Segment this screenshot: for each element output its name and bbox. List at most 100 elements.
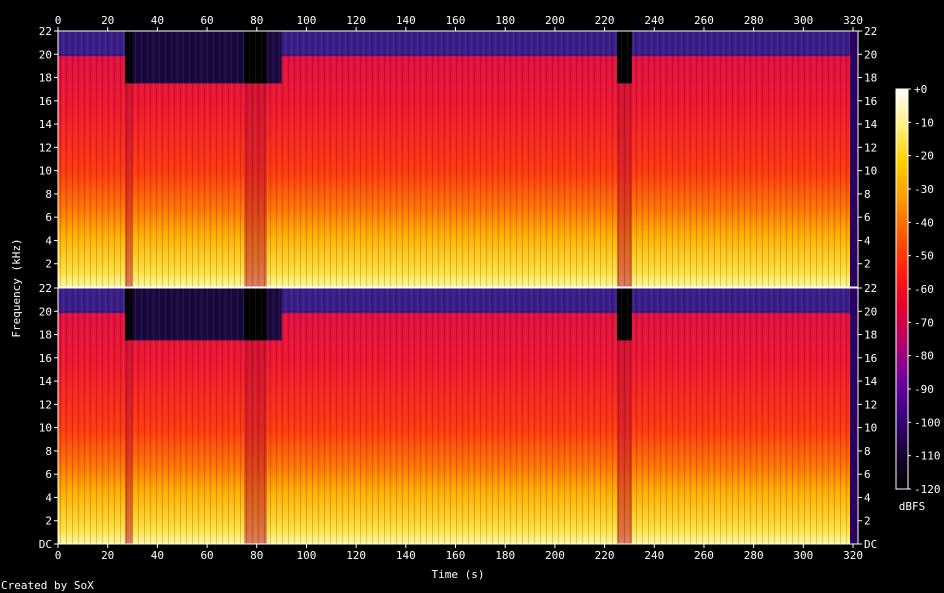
y-tick-label: 2 <box>45 258 52 271</box>
y-axis-label: Frequency (kHz) <box>10 238 23 337</box>
x-tick-label: 280 <box>744 549 764 562</box>
y-tick-label: 20 <box>39 305 52 318</box>
y-tick-label: 6 <box>45 468 52 481</box>
x-axis-bottom: 0 20 40 60 80 100 120 140 160 180 200 220 240 260 280 3… <box>55 544 863 562</box>
y-tick-label: 4 <box>45 491 52 504</box>
x-tick-label: 20 <box>101 14 114 27</box>
spectrogram-channel-2 <box>57 287 859 545</box>
x-tick-label: 180 <box>495 549 515 562</box>
colorbar-tick-label: -40 <box>914 216 934 229</box>
x-tick-label: 40 <box>151 549 164 562</box>
fade-out-edge <box>850 31 858 287</box>
y-tick-label: 18 <box>864 329 877 342</box>
x-tick-label: 200 <box>545 14 565 27</box>
y-tick-label: 10 <box>39 165 52 178</box>
y-tick-label: 20 <box>864 305 877 318</box>
colorbar-tick-label: -10 <box>914 116 934 129</box>
y-tick-label: 12 <box>864 141 877 154</box>
y-tick-label: 22 <box>864 282 877 295</box>
x-tick-label: 320 <box>843 14 863 27</box>
y-tick-label: 14 <box>39 375 53 388</box>
x-tick-label: 240 <box>644 14 664 27</box>
y-tick-label: 6 <box>864 211 871 224</box>
x-tick-label: 220 <box>595 14 615 27</box>
y-tick-label: 6 <box>864 468 871 481</box>
y-tick-label: 16 <box>39 352 52 365</box>
colorbar-tick-label: +0 <box>914 83 927 96</box>
y-tick-label: 16 <box>864 352 877 365</box>
y-tick-label: 18 <box>39 329 52 342</box>
x-tick-label: 80 <box>250 14 263 27</box>
credit-text: Created by SoX <box>1 579 94 592</box>
x-tick-label: 40 <box>151 14 164 27</box>
x-tick-label: 20 <box>101 549 114 562</box>
x-tick-label: 260 <box>694 549 714 562</box>
y-tick-label: 8 <box>864 188 871 201</box>
colorbar-tick-label: -120 <box>914 483 941 496</box>
y-tick-label: 22 <box>39 25 52 38</box>
y-tick-label: 22 <box>39 282 52 295</box>
y-tick-label: 2 <box>45 515 52 528</box>
x-tick-label: 200 <box>545 549 565 562</box>
x-tick-label: 0 <box>55 14 62 27</box>
colorbar-tick-label: -80 <box>914 350 934 363</box>
x-axis-label: Time (s) <box>432 568 485 581</box>
y-tick-label: 14 <box>864 375 878 388</box>
y-tick-label: 12 <box>39 398 52 411</box>
y-tick-label: 12 <box>864 398 877 411</box>
colorbar-label: dBFS <box>899 500 926 513</box>
y-tick-label: 20 <box>39 48 52 61</box>
y-tick-label: 16 <box>864 95 877 108</box>
colorbar-tick-label: -90 <box>914 383 934 396</box>
y-tick-label: 20 <box>864 48 877 61</box>
y-tick-label: 6 <box>45 211 52 224</box>
x-tick-label: 120 <box>346 549 366 562</box>
x-tick-label: 300 <box>793 549 813 562</box>
y-tick-label: 4 <box>45 234 52 247</box>
y-tick-label: 2 <box>864 258 871 271</box>
spectrogram-channel-1 <box>57 30 859 288</box>
colorbar-tick-label: -60 <box>914 283 934 296</box>
colorbar-tick-label: -70 <box>914 316 934 329</box>
x-tick-label: 160 <box>446 549 466 562</box>
x-tick-label: 160 <box>446 14 466 27</box>
x-axis-top: 0 20 40 60 80 100 120 140 160 180 200 220 240 260 280 3… <box>55 14 863 31</box>
y-tick-label: 12 <box>39 141 52 154</box>
panel-frame <box>57 287 859 545</box>
texture-overlay <box>58 31 858 287</box>
y-tick-label: 8 <box>864 445 871 458</box>
fade-out-edge <box>850 288 858 544</box>
y-tick-label: 4 <box>864 491 871 504</box>
colorbar: +0 -10 -20 -30 -40 -50 -60 -70 -80 -90 -100 -110 -12… <box>895 83 941 496</box>
x-tick-label: 140 <box>396 549 416 562</box>
colorbar-tick-label: -50 <box>914 250 934 263</box>
y-tick-label: 10 <box>864 422 877 435</box>
y-tick-label: 14 <box>39 118 53 131</box>
y-tick-label: 8 <box>45 445 52 458</box>
x-tick-label: 320 <box>843 549 863 562</box>
y-tick-label: 22 <box>864 25 877 38</box>
y-tick-label: 18 <box>39 72 52 85</box>
texture-overlay <box>58 288 858 544</box>
y-tick-label: 10 <box>39 422 52 435</box>
colorbar-scale <box>895 88 909 490</box>
colorbar-tick-label: -20 <box>914 150 934 163</box>
x-tick-label: 240 <box>644 549 664 562</box>
y-tick-label: 10 <box>864 165 877 178</box>
x-tick-label: 100 <box>297 14 317 27</box>
y-tick-label: 2 <box>864 515 871 528</box>
x-tick-label: 60 <box>200 14 213 27</box>
x-tick-label: 300 <box>793 14 813 27</box>
x-tick-label: 100 <box>297 549 317 562</box>
y-tick-label: DC <box>864 538 877 551</box>
panel-frame <box>57 30 859 288</box>
x-tick-label: 180 <box>495 14 515 27</box>
x-tick-label: 80 <box>250 549 263 562</box>
x-tick-label: 260 <box>694 14 714 27</box>
colorbar-tick-label: -110 <box>914 450 941 463</box>
x-tick-label: 60 <box>200 549 213 562</box>
x-tick-label: 140 <box>396 14 416 27</box>
colorbar-tick-label: -30 <box>914 183 934 196</box>
